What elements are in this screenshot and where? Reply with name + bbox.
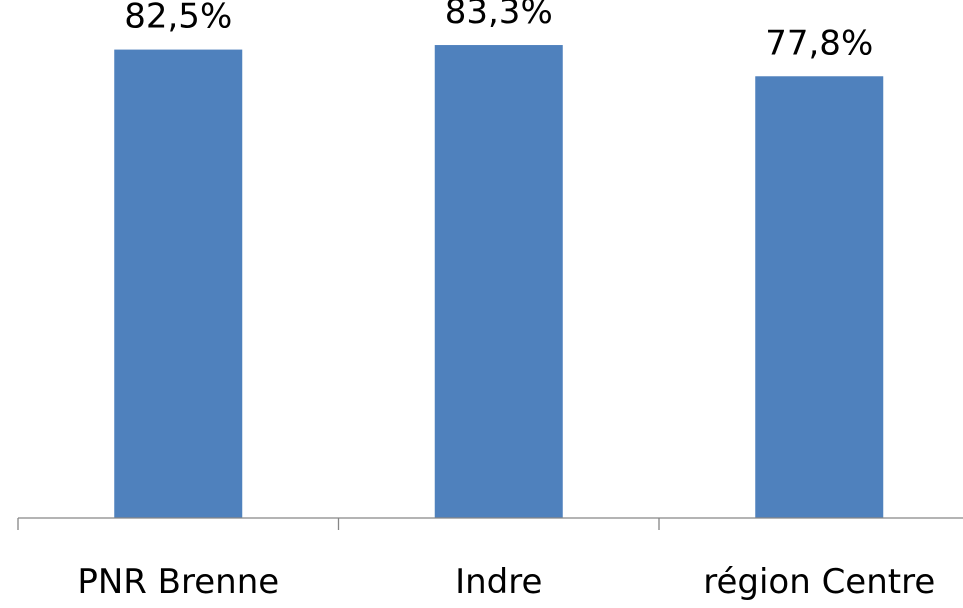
category-label: Indre (455, 562, 542, 602)
x-axis-ticks (17, 518, 660, 530)
category-label: région Centre (703, 562, 935, 602)
bar (434, 45, 563, 519)
category-labels-group: PNR Brenne Indre région Centre (77, 562, 935, 602)
data-labels-group: 82,5% 83,3% 77,8% (124, 0, 873, 63)
data-label: 83,3% (445, 0, 553, 32)
category-label: PNR Brenne (77, 562, 279, 602)
bar (755, 76, 884, 518)
data-label: 82,5% (124, 0, 232, 37)
bars-group (114, 45, 884, 519)
data-label: 77,8% (765, 23, 873, 63)
bar (114, 49, 243, 518)
